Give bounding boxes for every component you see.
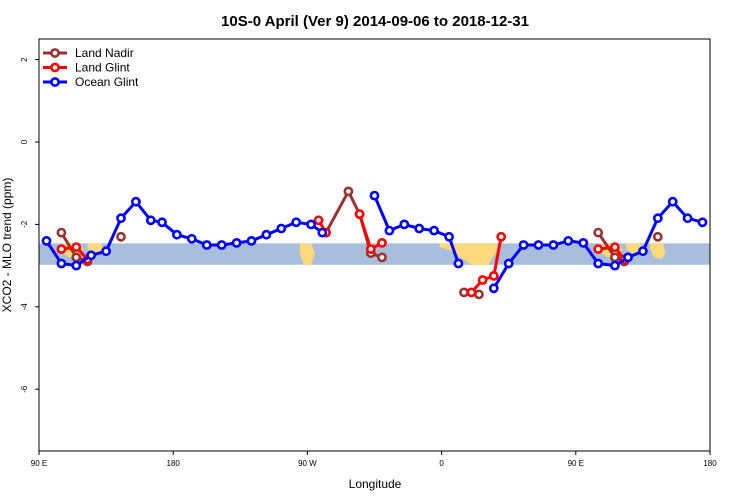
x-axis-label: Longitude [349, 477, 402, 491]
data-point [171, 229, 182, 240]
data-point [216, 240, 227, 250]
data-point [71, 242, 82, 252]
data-point [101, 246, 111, 257]
data-point [638, 246, 648, 257]
legend-entry: Land Nadir [75, 46, 134, 60]
data-point [246, 235, 257, 246]
data-point [384, 225, 395, 236]
x-tick-label: 90 W [298, 459, 317, 468]
x-tick-label: 180 [703, 459, 717, 468]
plot-area [38, 38, 711, 452]
data-point [157, 217, 167, 228]
data-point [130, 196, 141, 207]
data-point [377, 252, 387, 263]
data-point [563, 235, 574, 246]
series-layer [41, 186, 708, 300]
data-point [473, 289, 484, 300]
data-point [610, 260, 620, 271]
data-point [354, 209, 365, 219]
legend-marker [50, 77, 60, 87]
data-point [593, 258, 604, 269]
data-point [291, 217, 302, 228]
data-point [593, 244, 604, 254]
y-axis: 2 0 -2 -4 -6 [20, 57, 39, 393]
data-point [496, 231, 507, 242]
data-point [429, 225, 439, 236]
land-shape-2 [299, 243, 315, 265]
data-point [652, 231, 663, 242]
plot-frame [38, 38, 711, 452]
data-point [86, 250, 97, 261]
data-point [261, 229, 272, 240]
data-point [667, 196, 678, 207]
data-point [116, 213, 126, 224]
data-point [503, 258, 514, 269]
data-point [652, 213, 663, 224]
data-point [610, 242, 620, 252]
legend-marker [50, 62, 60, 73]
x-tick-label: 90 E [568, 459, 584, 468]
x-tick-label: 0 [439, 459, 444, 468]
x-tick-label: 90 E [31, 459, 47, 468]
data-point [488, 283, 499, 294]
y-tick-label: -2 [20, 220, 29, 228]
data-point [231, 237, 242, 248]
data-point [518, 240, 529, 250]
data-point [453, 258, 464, 269]
data-point [201, 240, 212, 250]
y-tick-label: 0 [20, 139, 29, 144]
data-point [377, 237, 387, 248]
data-point [593, 227, 604, 238]
data-point [56, 227, 67, 238]
data-point [466, 287, 477, 298]
chart-title: 10S-0 April (Ver 9) 2014-09-06 to 2018-1… [221, 13, 529, 30]
data-point [313, 215, 324, 226]
data-point [623, 252, 633, 263]
data-point [343, 186, 354, 197]
data-point [477, 275, 488, 285]
data-point [56, 244, 67, 254]
legend-entry: Land Glint [75, 61, 130, 75]
data-point [548, 240, 559, 250]
data-point [488, 270, 499, 281]
data-point [71, 260, 82, 271]
y-tick-label: -4 [20, 303, 29, 311]
series-land-glint [56, 209, 630, 298]
data-point [365, 244, 376, 254]
data-point [399, 219, 410, 230]
land-shape-5 [626, 243, 641, 255]
data-point [682, 213, 693, 224]
data-point [414, 223, 425, 234]
data-point [41, 235, 52, 246]
data-point [71, 252, 82, 263]
data-point [444, 231, 454, 242]
data-point [306, 219, 316, 230]
data-point [186, 233, 197, 244]
data-point [317, 227, 328, 238]
data-point [578, 237, 589, 248]
x-tick-label: 180 [167, 459, 181, 468]
series-line [470, 236, 503, 294]
y-tick-label: -6 [20, 385, 29, 393]
data-point [56, 258, 67, 269]
data-point [369, 190, 380, 201]
data-point [697, 217, 708, 228]
y-axis-label: XCO2 - MLO trend (ppm) [0, 178, 14, 313]
legend-entry: Ocean Glint [75, 75, 139, 89]
data-point [610, 252, 620, 263]
legend-marker [50, 48, 60, 58]
data-point [116, 231, 126, 242]
data-point [276, 223, 287, 234]
y-tick-label: 2 [20, 57, 29, 62]
x-axis: 90 E 180 90 W 0 90 E 180 [31, 451, 717, 468]
series-ocean-glint [41, 190, 708, 294]
data-point [145, 215, 156, 226]
data-point [533, 240, 544, 250]
land-shape-6 [650, 243, 666, 260]
